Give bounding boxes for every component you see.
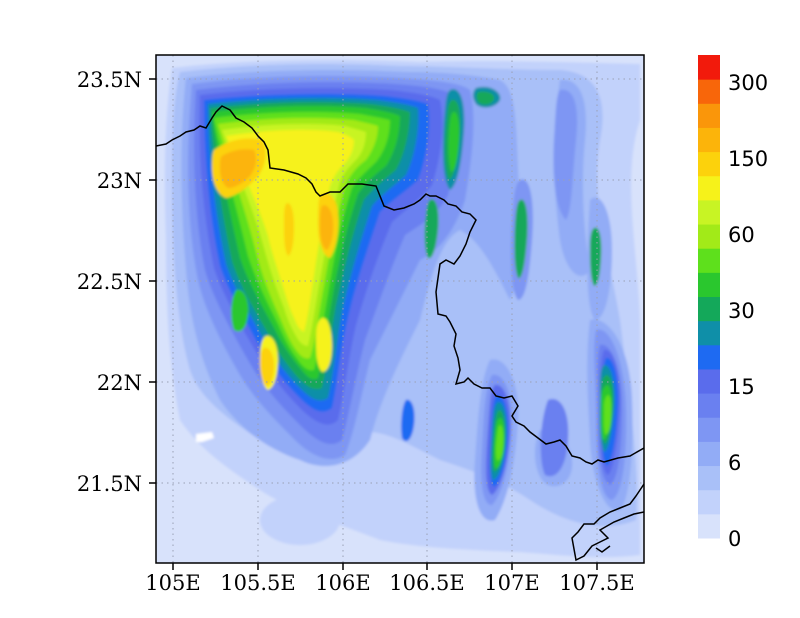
lat-label: 21.5N xyxy=(77,472,142,496)
colorbar-box xyxy=(698,55,720,80)
lon-label: 106.5E xyxy=(389,571,464,595)
colorbar-box xyxy=(698,393,720,418)
colorbar-box xyxy=(698,175,720,201)
lat-label: 23N xyxy=(97,169,142,193)
colorbar-label: 150 xyxy=(728,147,768,171)
colorbar-box xyxy=(698,296,720,322)
plot-frame xyxy=(155,54,645,564)
lon-label: 107E xyxy=(484,571,539,595)
lat-label: 22.5N xyxy=(77,270,142,294)
lon-label: 105.5E xyxy=(220,571,295,595)
colorbar-box xyxy=(698,199,720,225)
grid-lines xyxy=(156,55,644,563)
colorbar-label: 15 xyxy=(728,375,755,399)
colorbar-label: 0 xyxy=(728,527,741,551)
lon-label: 106E xyxy=(315,571,370,595)
colorbar-box xyxy=(698,248,720,273)
colorbar-label: 30 xyxy=(728,299,755,323)
colorbar-label: 6 xyxy=(728,451,741,475)
lon-label: 105E xyxy=(145,571,200,595)
colorbar-box xyxy=(698,127,720,153)
colorbar-box xyxy=(698,320,720,346)
colorbar-box xyxy=(698,344,720,370)
colorbar-box xyxy=(698,368,720,394)
latitude-labels: 23.5N 23N 22.5N 22N 21.5N xyxy=(77,68,142,496)
colorbar-label: 60 xyxy=(728,223,755,247)
colorbar-box xyxy=(698,489,720,515)
colorbar-box xyxy=(698,441,720,467)
colorbar-box xyxy=(698,151,720,177)
colorbar-box xyxy=(698,224,720,249)
colorbar xyxy=(698,55,720,539)
lon-label: 107.5E xyxy=(559,571,634,595)
colorbar-box xyxy=(698,513,720,539)
axis-ticks xyxy=(149,78,598,570)
colorbar-box xyxy=(698,417,720,442)
colorbar-label: 300 xyxy=(728,71,768,95)
colorbar-labels: 0 6 15 30 60 150 300 xyxy=(728,71,768,551)
lat-label: 22N xyxy=(97,371,142,395)
longitude-labels: 105E 105.5E 106E 106.5E 107E 107.5E xyxy=(145,571,634,595)
precipitation-field xyxy=(164,60,640,558)
colorbar-box xyxy=(698,465,720,491)
colorbar-box xyxy=(698,103,720,128)
lat-label: 23.5N xyxy=(77,68,142,92)
country-border xyxy=(156,105,644,562)
colorbar-box xyxy=(698,272,720,297)
colorbar-box xyxy=(698,79,720,104)
